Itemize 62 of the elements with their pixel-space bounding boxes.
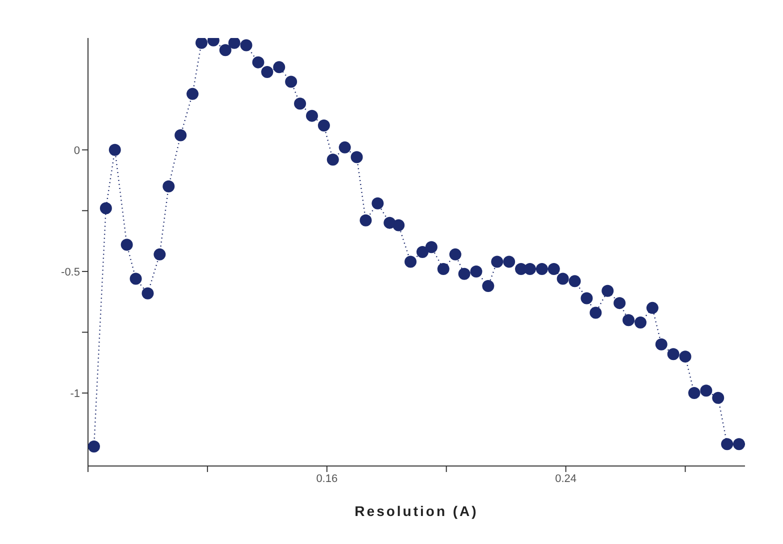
point: [712, 392, 724, 404]
point: [536, 263, 548, 276]
point: [306, 110, 318, 122]
point: [350, 151, 363, 164]
point: [338, 141, 351, 154]
point: [688, 387, 700, 400]
point: [130, 272, 142, 285]
point: [556, 272, 569, 285]
point: [154, 248, 166, 260]
point: [614, 297, 626, 310]
point: [503, 256, 516, 268]
point: [568, 275, 581, 288]
point: [634, 316, 646, 329]
point: [700, 384, 712, 397]
point: [449, 248, 462, 260]
y-tick-label: 0: [74, 144, 80, 157]
point: [590, 306, 602, 319]
point: [655, 338, 668, 350]
point: [195, 38, 208, 49]
point: [360, 214, 372, 226]
point: [174, 129, 187, 142]
point: [416, 246, 428, 258]
point: [458, 268, 470, 280]
point: [318, 120, 330, 132]
point: [667, 348, 680, 360]
point: [162, 180, 175, 192]
point: [261, 66, 274, 78]
point: [372, 197, 384, 210]
y-tick-label: -0.5: [61, 266, 80, 278]
point: [228, 38, 240, 49]
point: [482, 280, 494, 292]
point: [142, 287, 154, 300]
point: [219, 44, 232, 56]
point: [186, 88, 199, 100]
point: [392, 219, 405, 232]
point: [252, 56, 264, 68]
point: [721, 438, 734, 450]
point: [470, 265, 482, 278]
point: [580, 292, 593, 304]
point: [100, 202, 112, 214]
point: [273, 61, 286, 74]
x-axis-title: Resolution (A): [354, 503, 478, 519]
point: [285, 76, 298, 88]
x-tick-label: 0.24: [555, 472, 577, 485]
x-tick-label: 0.16: [316, 472, 338, 485]
point: [548, 263, 560, 276]
point: [679, 350, 692, 363]
point: [622, 314, 635, 326]
point: [240, 39, 252, 52]
point: [602, 284, 614, 297]
point: [425, 241, 438, 254]
point: [491, 256, 504, 268]
y-tick-label: -1: [70, 388, 80, 400]
point: [646, 302, 658, 314]
point: [404, 256, 417, 268]
point: [120, 238, 133, 251]
point: [294, 98, 306, 110]
point: [108, 144, 121, 156]
point: [437, 263, 450, 276]
point: [326, 154, 339, 166]
point: [88, 440, 100, 453]
point: [733, 438, 745, 450]
